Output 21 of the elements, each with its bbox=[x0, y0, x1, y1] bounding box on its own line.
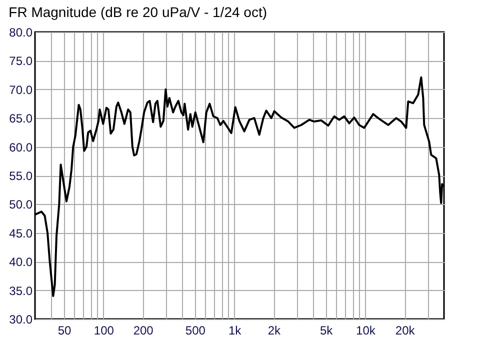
y-tick-label: 80.0 bbox=[9, 26, 33, 40]
chart-title: FR Magnitude (dB re 20 uPa/V - 1/24 oct) bbox=[8, 4, 268, 20]
x-tick-label: 5k bbox=[320, 324, 334, 338]
y-tick-label: 50.0 bbox=[9, 198, 33, 212]
y-tick-label: 70.0 bbox=[9, 82, 33, 97]
y-tick-label: 60.0 bbox=[9, 140, 33, 154]
x-tick-label: 500 bbox=[185, 324, 206, 338]
x-tick-label: 1k bbox=[228, 324, 242, 338]
y-tick-label: 45.0 bbox=[9, 226, 33, 240]
y-tick-label: 55.0 bbox=[9, 169, 33, 183]
x-tick-label: 2k bbox=[268, 324, 282, 338]
x-tick-label: 50 bbox=[58, 324, 72, 338]
y-tick-label: 75.0 bbox=[9, 54, 33, 68]
y-tick-label: 30.0 bbox=[9, 312, 33, 326]
y-tick-label: 35.0 bbox=[9, 284, 33, 298]
y-tick-label: 40.0 bbox=[9, 255, 33, 270]
x-tick-label: 200 bbox=[133, 324, 154, 338]
x-tick-label: 10k bbox=[356, 324, 376, 338]
y-tick-label: 65.0 bbox=[9, 112, 33, 126]
x-tick-label: 20k bbox=[395, 324, 416, 338]
x-tick-label: 100 bbox=[94, 324, 114, 338]
